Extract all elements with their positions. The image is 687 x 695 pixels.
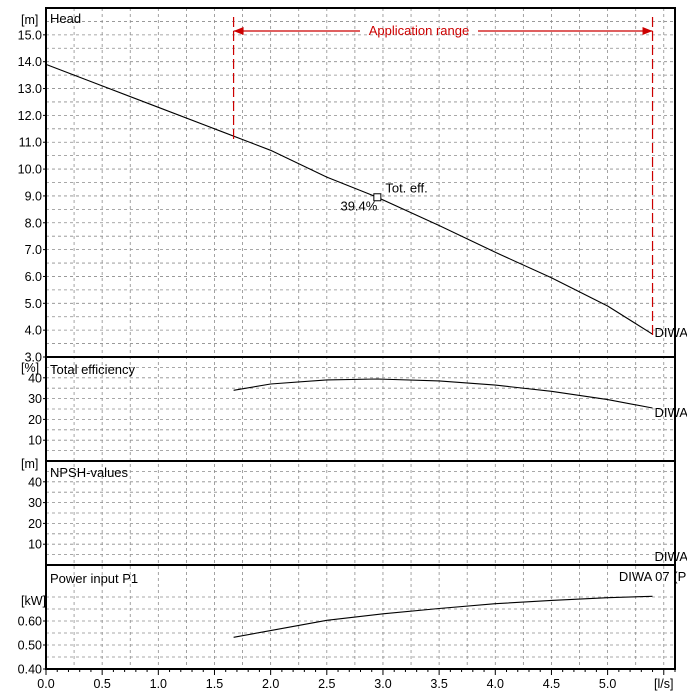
panel-title-efficiency: Total efficiency <box>50 362 136 377</box>
y-tick-label: 13.0 <box>18 82 42 96</box>
y-tick-label: 0.40 <box>18 663 42 677</box>
panel-title-npsh: NPSH-values <box>50 465 129 480</box>
y-tick-label: 4.0 <box>25 324 42 338</box>
y-tick-label: 20 <box>28 517 42 531</box>
head-curve-line <box>45 63 653 335</box>
panel-title-power: Power input P1 <box>50 571 138 586</box>
arrowhead-right-icon <box>642 27 653 35</box>
arrowhead-left-icon <box>233 27 244 35</box>
power-curve-line <box>233 595 653 638</box>
x-tick-label: 2.5 <box>318 677 335 691</box>
x-tick-label: 0.0 <box>37 677 54 691</box>
y-tick-label: 10 <box>28 434 42 448</box>
y-tick-label: 11.0 <box>19 136 42 150</box>
y-tick-label: 14.0 <box>18 55 42 69</box>
x-tick-label: 1.0 <box>150 677 167 691</box>
y-tick-label: 6.0 <box>25 270 42 284</box>
duty-point-efficiency-value: 39.4% <box>340 198 377 213</box>
x-tick-label: 2.0 <box>262 677 279 691</box>
panel-title-head: Head <box>50 11 81 26</box>
y-axis-unit: [kW] <box>21 594 46 608</box>
duty-point-label: Tot. eff. <box>385 180 427 195</box>
y-tick-label: 10.0 <box>18 163 42 177</box>
x-tick-label: 4.5 <box>543 677 560 691</box>
x-tick-label: 3.5 <box>430 677 447 691</box>
application-range-label: Application range <box>369 23 469 38</box>
x-axis-unit: [l/s] <box>654 677 673 691</box>
y-tick-label: 12.0 <box>18 109 42 123</box>
y-tick-label: 7.0 <box>25 243 42 257</box>
y-tick-label: 40 <box>28 371 42 385</box>
y-tick-label: 5.0 <box>25 297 42 311</box>
y-tick-label: 30 <box>28 392 42 406</box>
y-tick-label: 15.0 <box>18 28 42 42</box>
y-tick-label: 10 <box>28 538 42 552</box>
y-axis-unit: [m] <box>21 457 38 471</box>
efficiency-curve-line <box>233 378 653 409</box>
panel-frame <box>45 564 676 670</box>
y-tick-label: 0.60 <box>18 615 42 629</box>
series-label-npsh: DIWA 07 <box>655 549 687 564</box>
x-tick-label: 1.5 <box>206 677 223 691</box>
y-axis-unit: [%] <box>21 361 39 375</box>
x-tick-label: 4.0 <box>487 677 504 691</box>
y-tick-label: 9.0 <box>25 189 42 203</box>
y-tick-label: 8.0 <box>25 216 42 230</box>
y-tick-label: 3.0 <box>25 351 42 365</box>
x-tick-label: 3.0 <box>374 677 391 691</box>
x-tick-label: 5.0 <box>599 677 616 691</box>
y-tick-label: 20 <box>28 413 42 427</box>
duty-point-marker <box>373 193 382 202</box>
series-label-efficiency: DIWA 07 <box>655 405 687 420</box>
series-label-head: DIWA 07 <box>655 325 687 340</box>
x-tick-label: 0.5 <box>93 677 110 691</box>
y-tick-label: 30 <box>28 496 42 510</box>
y-tick-label: 0.50 <box>18 639 42 653</box>
series-label-power: DIWA 07 (P1) <box>619 569 687 584</box>
y-tick-label: 40 <box>28 475 42 489</box>
y-axis-unit: [m] <box>21 13 38 27</box>
